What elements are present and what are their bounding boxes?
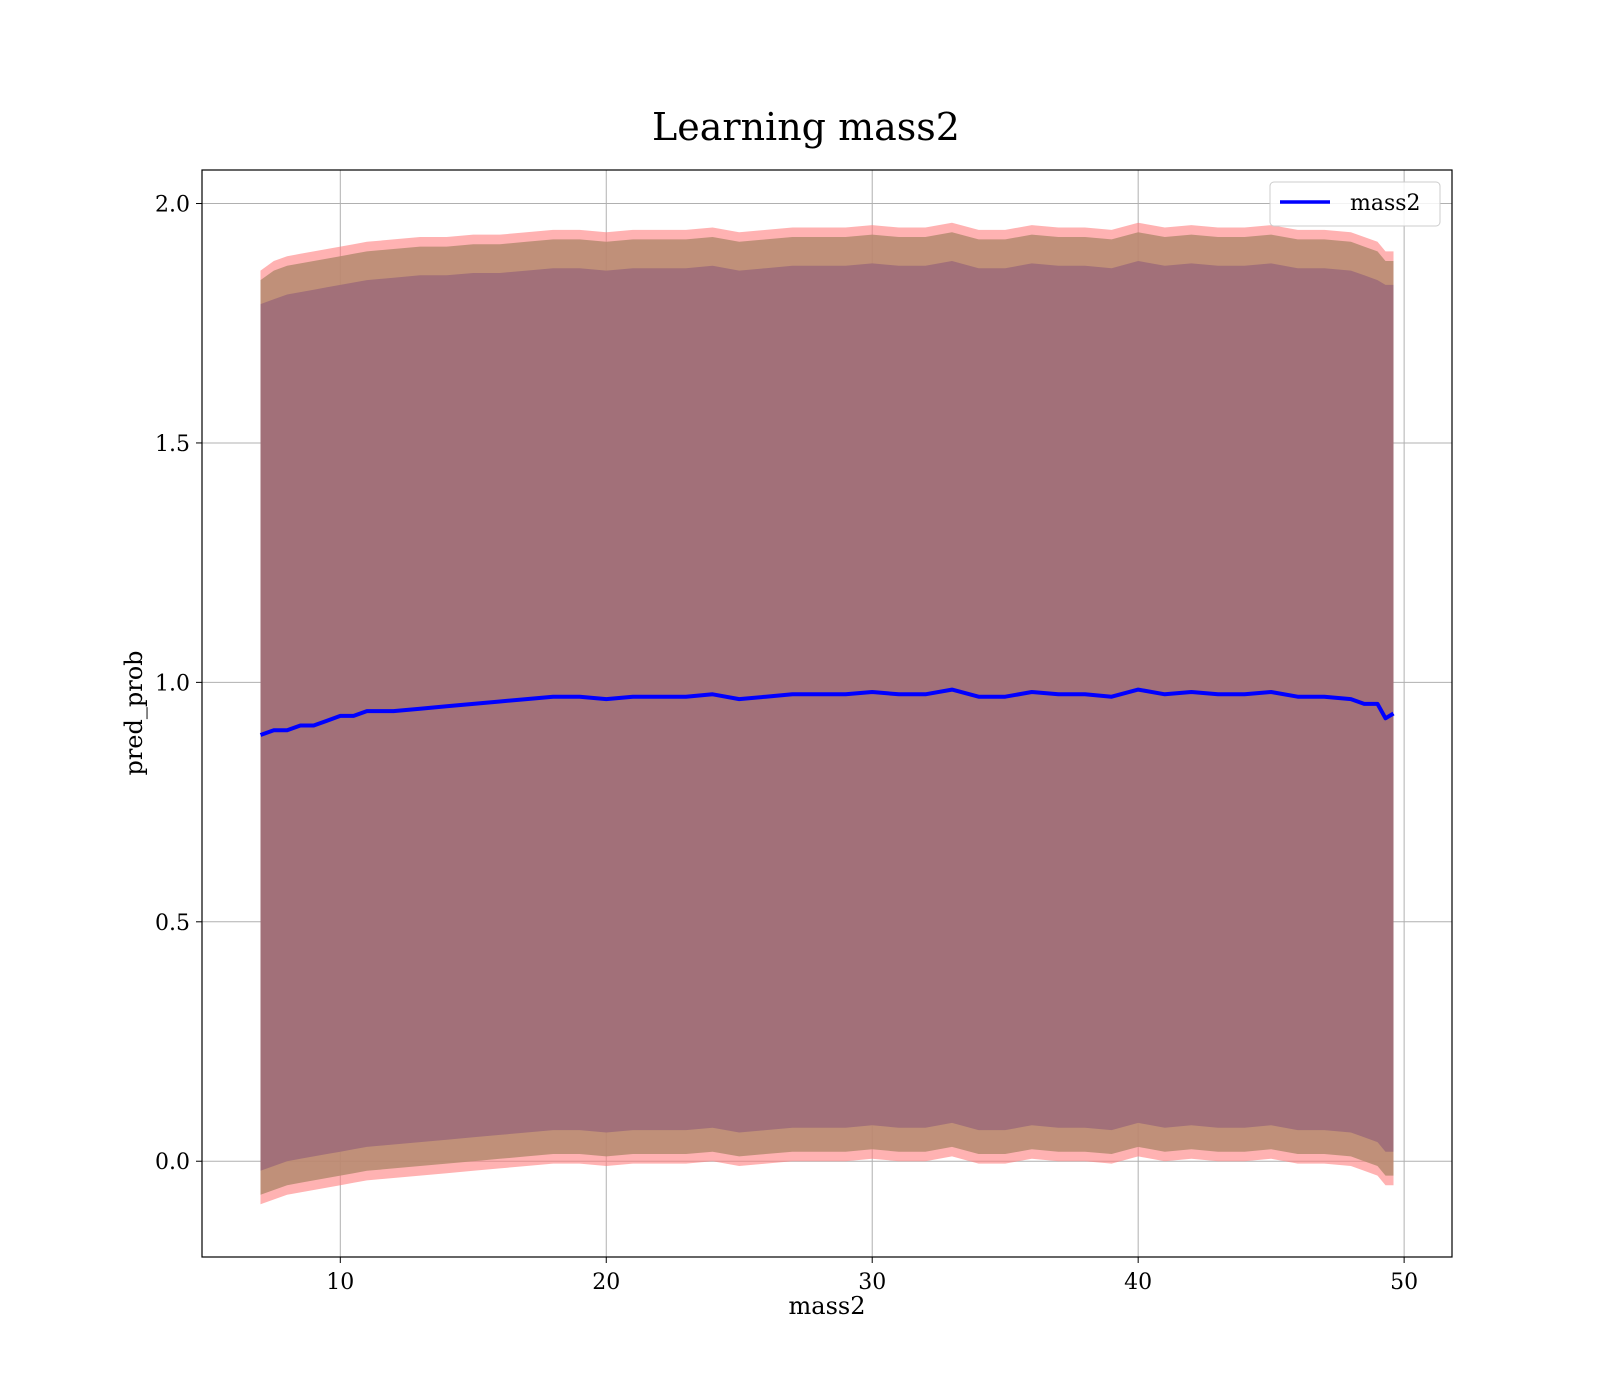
x-tick-label-3: 40 — [1124, 1270, 1152, 1295]
uncertainty-bands — [260, 222, 1394, 1205]
x-tick-label-4: 50 — [1390, 1270, 1418, 1295]
chart-title: Learning mass2 — [652, 105, 960, 149]
plot-frame — [201, 169, 1453, 1258]
x-ticks: 10 20 30 40 50 — [326, 1257, 1418, 1295]
x-tick-label-1: 20 — [592, 1270, 620, 1295]
legend-label-mass2: mass2 — [1350, 191, 1421, 216]
y-ticks: 0.0 0.5 1.0 1.5 2.0 — [155, 193, 202, 1175]
legend-box — [1269, 181, 1441, 227]
x-axis-label: mass2 — [789, 1292, 866, 1320]
legend: mass2 — [1269, 181, 1441, 227]
band-inner — [260, 261, 1394, 1171]
series-line-mass2 — [259, 687, 1395, 737]
series-lines — [259, 687, 1395, 737]
y-tick-label-4: 2.0 — [155, 193, 190, 218]
x-tick-label-2: 30 — [858, 1270, 886, 1295]
y-tick-label-1: 0.5 — [155, 911, 190, 936]
y-tick-label-3: 1.5 — [155, 432, 190, 457]
y-axis-label: pred_prob — [120, 650, 148, 775]
y-tick-label-2: 1.0 — [155, 671, 190, 696]
y-tick-label-0: 0.0 — [155, 1150, 190, 1175]
x-tick-label-0: 10 — [326, 1270, 354, 1295]
